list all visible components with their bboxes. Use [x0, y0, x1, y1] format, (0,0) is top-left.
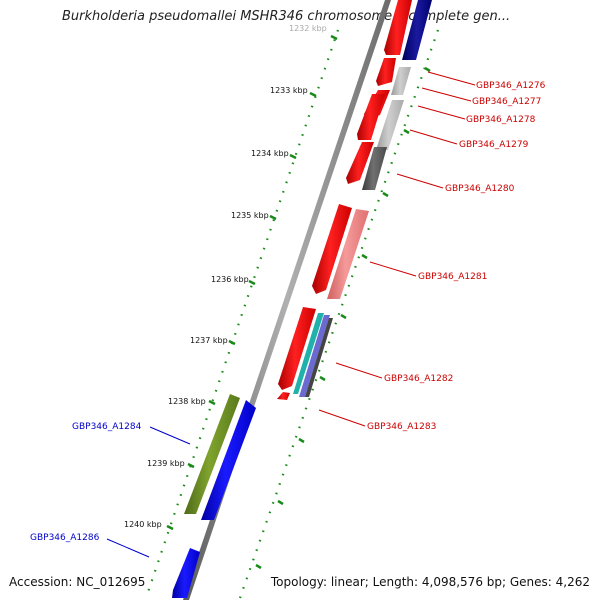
gene-label-a1284[interactable]: GBP346_A1284 — [72, 422, 142, 432]
strand-guide-line — [238, 29, 440, 599]
gene-leader-lines — [106, 71, 476, 558]
tick-label: 1235 kbp — [231, 211, 269, 220]
gene-feature[interactable] — [293, 313, 324, 394]
topology-text: Topology: linear; Length: 4,098,576 bp; … — [270, 575, 590, 589]
gene-feature[interactable] — [391, 67, 411, 95]
gene-label-a1283[interactable]: GBP346_A1283 — [367, 422, 436, 432]
gene-feature[interactable] — [402, 0, 432, 60]
gene-label-a1279[interactable]: GBP346_A1279 — [459, 140, 529, 150]
tick-label: 1236 kbp — [211, 275, 249, 284]
gene-feature[interactable] — [376, 100, 404, 150]
tick-label: 1237 kbp — [190, 336, 228, 345]
gene-feature[interactable] — [362, 147, 387, 190]
ruler-ticks: 1232 kbp 1233 kbp 1234 kbp 1235 kbp 1236… — [124, 24, 338, 531]
gene-labels: GBP346_A1276 GBP346_A1277 GBP346_A1278 G… — [30, 81, 546, 543]
gene-label-a1286[interactable]: GBP346_A1286 — [30, 533, 100, 543]
gene-label-a1277[interactable]: GBP346_A1277 — [472, 97, 541, 107]
gene-feature[interactable] — [312, 204, 352, 294]
tick-label: 1240 kbp — [124, 520, 162, 529]
tick-label: 1234 kbp — [251, 149, 289, 158]
accession-text: Accession: NC_012695 — [9, 575, 146, 589]
gene-label-a1281[interactable]: GBP346_A1281 — [418, 272, 487, 282]
ruler-tick — [248, 279, 256, 286]
gene-feature[interactable] — [299, 315, 330, 397]
gene-feature[interactable] — [346, 142, 374, 184]
gene-label-a1276[interactable]: GBP346_A1276 — [476, 81, 546, 91]
ruler-tick — [289, 153, 297, 160]
gene-feature[interactable] — [357, 94, 385, 140]
gene-feature[interactable] — [384, 0, 412, 55]
gene-feature[interactable] — [305, 318, 333, 397]
tick-label: 1239 kbp — [147, 459, 185, 468]
ruler-tick — [187, 462, 195, 469]
ruler-tick — [228, 339, 236, 346]
gene-feature[interactable] — [201, 400, 256, 520]
gene-feature[interactable] — [376, 58, 396, 86]
ruler-tick — [309, 91, 317, 98]
ruler-tick — [330, 34, 338, 41]
ruler-tick — [166, 524, 174, 531]
tick-label: 1232 kbp — [289, 24, 327, 33]
gene-feature[interactable] — [277, 392, 290, 400]
gene-label-a1282[interactable]: GBP346_A1282 — [384, 374, 453, 384]
gene-feature[interactable] — [184, 394, 240, 514]
gene-feature[interactable] — [327, 209, 369, 299]
gene-feature[interactable] — [278, 307, 316, 390]
strand-guide-ticks — [255, 66, 431, 570]
gene-label-a1280[interactable]: GBP346_A1280 — [445, 184, 515, 194]
ruler-tick — [269, 214, 277, 221]
gene-label-a1278[interactable]: GBP346_A1278 — [466, 115, 536, 125]
tick-label: 1233 kbp — [270, 86, 308, 95]
gene-features[interactable] — [172, 0, 432, 598]
tick-label: 1238 kbp — [168, 397, 206, 406]
gene-feature[interactable] — [172, 548, 200, 598]
ruler-tick — [208, 399, 216, 406]
